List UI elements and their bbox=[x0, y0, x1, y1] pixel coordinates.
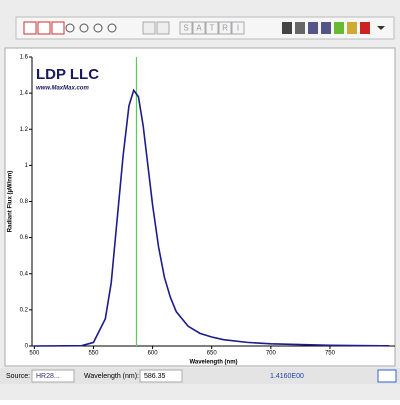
letter-label: T bbox=[210, 24, 215, 33]
letter-label: I bbox=[237, 24, 239, 33]
toolbar-icons bbox=[23, 21, 385, 35]
y-axis-label: Radiant Flux (µW/nm) bbox=[8, 171, 14, 232]
x-tick-label: 750 bbox=[325, 351, 336, 357]
letter-label: A bbox=[196, 24, 202, 33]
y-tick-label: 0.8 bbox=[20, 199, 29, 205]
tool-button[interactable] bbox=[334, 22, 344, 34]
y-tick-label: 1.6 bbox=[20, 55, 29, 61]
tool-button[interactable] bbox=[107, 23, 117, 33]
annotation-url: www.MaxMax.com bbox=[36, 86, 89, 92]
tool-button[interactable] bbox=[321, 22, 331, 34]
y-tick-label: 0 bbox=[25, 344, 29, 350]
source-label: Source: bbox=[6, 373, 30, 380]
flux-value: 1.4160E00 bbox=[270, 373, 304, 380]
tool-button[interactable] bbox=[142, 21, 156, 35]
letter-label: R bbox=[222, 24, 228, 33]
letter-button[interactable] bbox=[218, 21, 232, 35]
tool-button[interactable] bbox=[156, 21, 170, 35]
y-tick-label: 0.2 bbox=[20, 307, 29, 313]
wavelength-label: Wavelength (nm): bbox=[84, 373, 139, 380]
annotation: LDP LLC bbox=[36, 66, 99, 83]
tool-button[interactable] bbox=[65, 23, 75, 33]
tool-button[interactable] bbox=[360, 22, 370, 34]
tool-button[interactable] bbox=[23, 21, 37, 35]
letter-button[interactable] bbox=[179, 21, 193, 35]
mode-button[interactable] bbox=[377, 369, 397, 383]
y-tick-label: 1 bbox=[25, 163, 29, 169]
letter-label: S bbox=[183, 24, 188, 33]
status-bar bbox=[0, 368, 400, 384]
plot: 0 0.2 0.4 0.6 0.8 1 1.2 1.4 1.6 500 550 600 650 700 75… bbox=[8, 55, 395, 366]
chart-panel bbox=[4, 47, 396, 367]
x-axis-label: Wavelength (nm) bbox=[189, 360, 237, 366]
source-value[interactable]: HR28... bbox=[36, 373, 60, 380]
tool-button[interactable] bbox=[51, 21, 65, 35]
tool-button[interactable] bbox=[79, 23, 89, 33]
wavelength-input[interactable] bbox=[139, 369, 183, 383]
letter-button[interactable] bbox=[205, 21, 219, 35]
x-tick-label: 500 bbox=[29, 351, 40, 357]
wavelength-value[interactable]: 586.35 bbox=[144, 373, 166, 380]
y-tick-label: 0.4 bbox=[20, 271, 29, 277]
source-select[interactable] bbox=[31, 369, 75, 383]
dropdown-arrow[interactable] bbox=[377, 26, 385, 30]
x-tick-label: 650 bbox=[207, 351, 218, 357]
y-tick-label: 0.6 bbox=[20, 235, 29, 241]
tool-button[interactable] bbox=[295, 22, 305, 34]
tool-button[interactable] bbox=[37, 21, 51, 35]
spectrum-line bbox=[34, 88, 390, 347]
x-tick-label: 550 bbox=[88, 351, 99, 357]
letter-button[interactable] bbox=[231, 21, 245, 35]
y-tick-label: 1.2 bbox=[20, 127, 29, 133]
x-tick-label: 700 bbox=[266, 351, 277, 357]
tool-button[interactable] bbox=[347, 22, 357, 34]
tool-button[interactable] bbox=[93, 23, 103, 33]
x-tick-label: 600 bbox=[148, 351, 159, 357]
tool-button[interactable] bbox=[282, 22, 292, 34]
y-tick-label: 1.4 bbox=[20, 91, 29, 97]
tool-button[interactable] bbox=[308, 22, 318, 34]
letter-button[interactable] bbox=[192, 21, 206, 35]
